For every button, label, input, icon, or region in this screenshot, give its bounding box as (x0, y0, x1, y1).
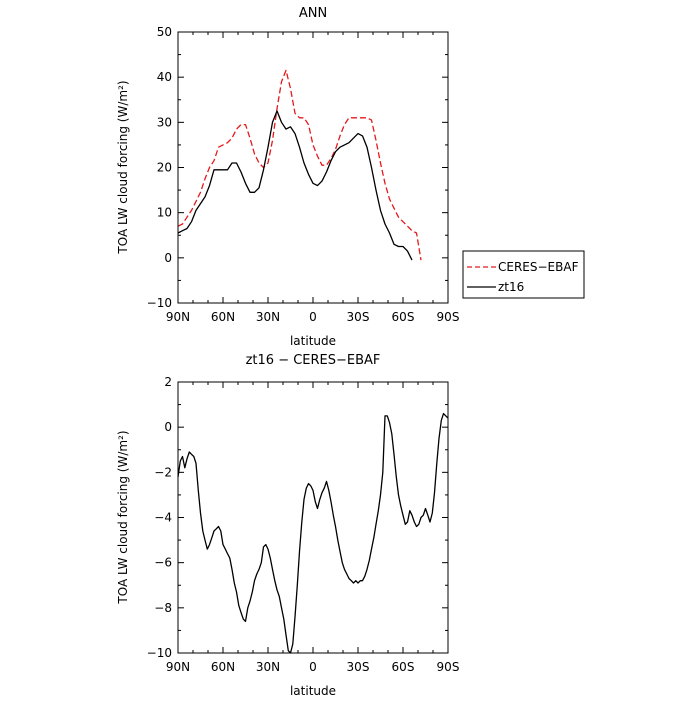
top-panel-title: ANN (299, 6, 327, 21)
bottom-y-tick-label: 0 (164, 420, 172, 434)
bottom-y-axis-title: TOA LW cloud forcing (W/m²) (116, 430, 130, 604)
top-plot-frame (177, 31, 449, 304)
top-x-tick-label: 30N (256, 310, 280, 324)
top-y-tick-label: 10 (157, 206, 172, 220)
top-x-tick-label: 90S (437, 310, 460, 324)
top-panel: ANN 50 40 30 20 10 0 −10 90N 60N 30N 0 30S 60S 90S l… (116, 6, 459, 348)
top-y-tick-label: 20 (157, 161, 172, 175)
bottom-x-tick-label: 60N (211, 660, 235, 674)
legend-label-zt16: zt16 (498, 280, 524, 294)
bottom-series-line-0 (177, 412, 449, 654)
top-series-line-zt16 (177, 110, 413, 261)
bottom-x-tick-label: 90S (437, 660, 460, 674)
top-series-line-ceres-ebaf (177, 69, 422, 261)
bottom-y-tick-label: −10 (147, 646, 172, 660)
bottom-x-tick-label: 30S (347, 660, 370, 674)
bottom-y-tick-label: −2 (154, 465, 172, 479)
top-y-tick-label: 40 (157, 70, 172, 84)
bottom-x-tick-label: 0 (309, 660, 317, 674)
bottom-y-tick-label: −6 (154, 556, 172, 570)
top-x-tick-label: 60N (211, 310, 235, 324)
top-x-tick-label: 30S (347, 310, 370, 324)
bottom-x-tick-label: 60S (392, 660, 415, 674)
top-x-axis-title: latitude (290, 334, 336, 348)
bottom-y-ticks: 2 0 −2 −4 −6 −8 −10 (147, 375, 448, 660)
top-y-tick-label: 30 (157, 115, 172, 129)
bottom-x-ticks: 90N 60N 30N 0 30S 60S 90S (166, 382, 460, 674)
bottom-y-tick-label: −4 (154, 511, 172, 525)
top-y-tick-label: −10 (147, 296, 172, 310)
legend-box (462, 250, 585, 299)
bottom-x-tick-label: 30N (256, 660, 280, 674)
top-y-ticks: 50 40 30 20 10 0 −10 (147, 25, 448, 310)
bottom-y-tick-label: −8 (154, 601, 172, 615)
bottom-x-axis-title: latitude (290, 684, 336, 698)
bottom-panel-title: zt16 − CERES−EBAF (246, 353, 381, 368)
bottom-x-tick-label: 90N (166, 660, 190, 674)
top-x-tick-label: 60S (392, 310, 415, 324)
legend-label-ceres: CERES−EBAF (498, 260, 579, 274)
bottom-panel: zt16 − CERES−EBAF 2 0 −2 −4 −6 −8 −10 90N 60N 30… (116, 353, 459, 698)
legend: CERES−EBAF zt16 (462, 250, 585, 299)
top-x-tick-label: 90N (166, 310, 190, 324)
top-series-group (177, 69, 422, 261)
bottom-y-tick-label: 2 (164, 375, 172, 389)
top-y-tick-label: 0 (164, 251, 172, 265)
top-y-axis-title: TOA LW cloud forcing (W/m²) (116, 80, 130, 254)
bottom-plot-frame (177, 381, 449, 654)
bottom-series-group (177, 412, 449, 654)
top-y-tick-label: 50 (157, 25, 172, 39)
top-x-ticks: 90N 60N 30N 0 30S 60S 90S (166, 32, 460, 324)
top-x-tick-label: 0 (309, 310, 317, 324)
